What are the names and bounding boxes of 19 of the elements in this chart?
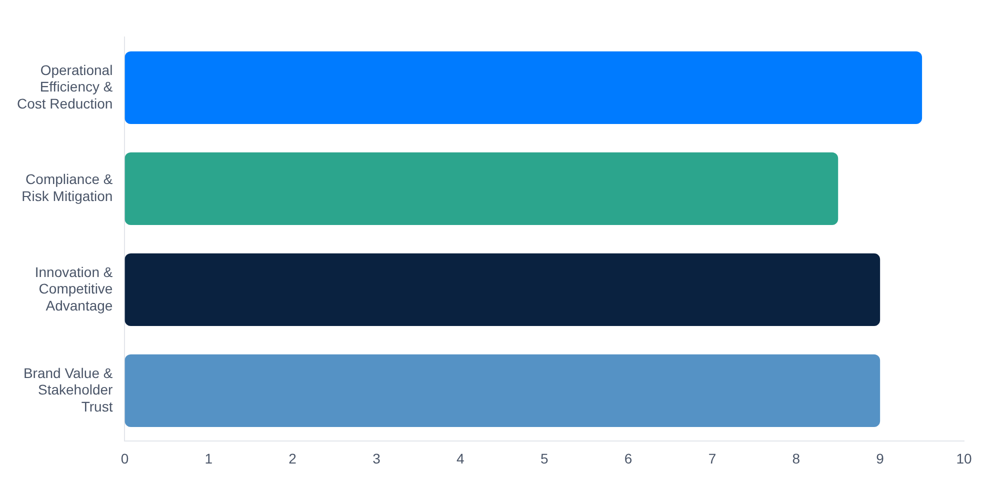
y-tick-label: Innovation & Competitive Advantage (34, 264, 114, 314)
x-tick-label: 0 (120, 450, 129, 466)
bar (124, 152, 838, 226)
x-tick-label: 6 (624, 450, 632, 466)
bar (124, 354, 880, 428)
y-tick-label: Compliance & Risk Mitigation (22, 171, 114, 204)
bar (124, 51, 922, 124)
x-tick-label: 2 (288, 450, 297, 466)
x-tick-label: 9 (876, 450, 884, 466)
x-tick-label: 4 (456, 450, 465, 466)
y-tick-label: Brand Value & Stakeholder Trust (23, 364, 114, 414)
x-tick-label: 5 (540, 450, 548, 466)
x-tick-label: 10 (956, 450, 972, 466)
bar (124, 253, 880, 326)
x-tick-label: 3 (372, 450, 381, 466)
x-tick-label: 1 (204, 450, 213, 466)
y-tick-label: Operational Efficiency & Cost Reduction (17, 62, 114, 112)
x-tick-label: 8 (792, 450, 800, 466)
x-tick-label: 7 (708, 450, 716, 466)
